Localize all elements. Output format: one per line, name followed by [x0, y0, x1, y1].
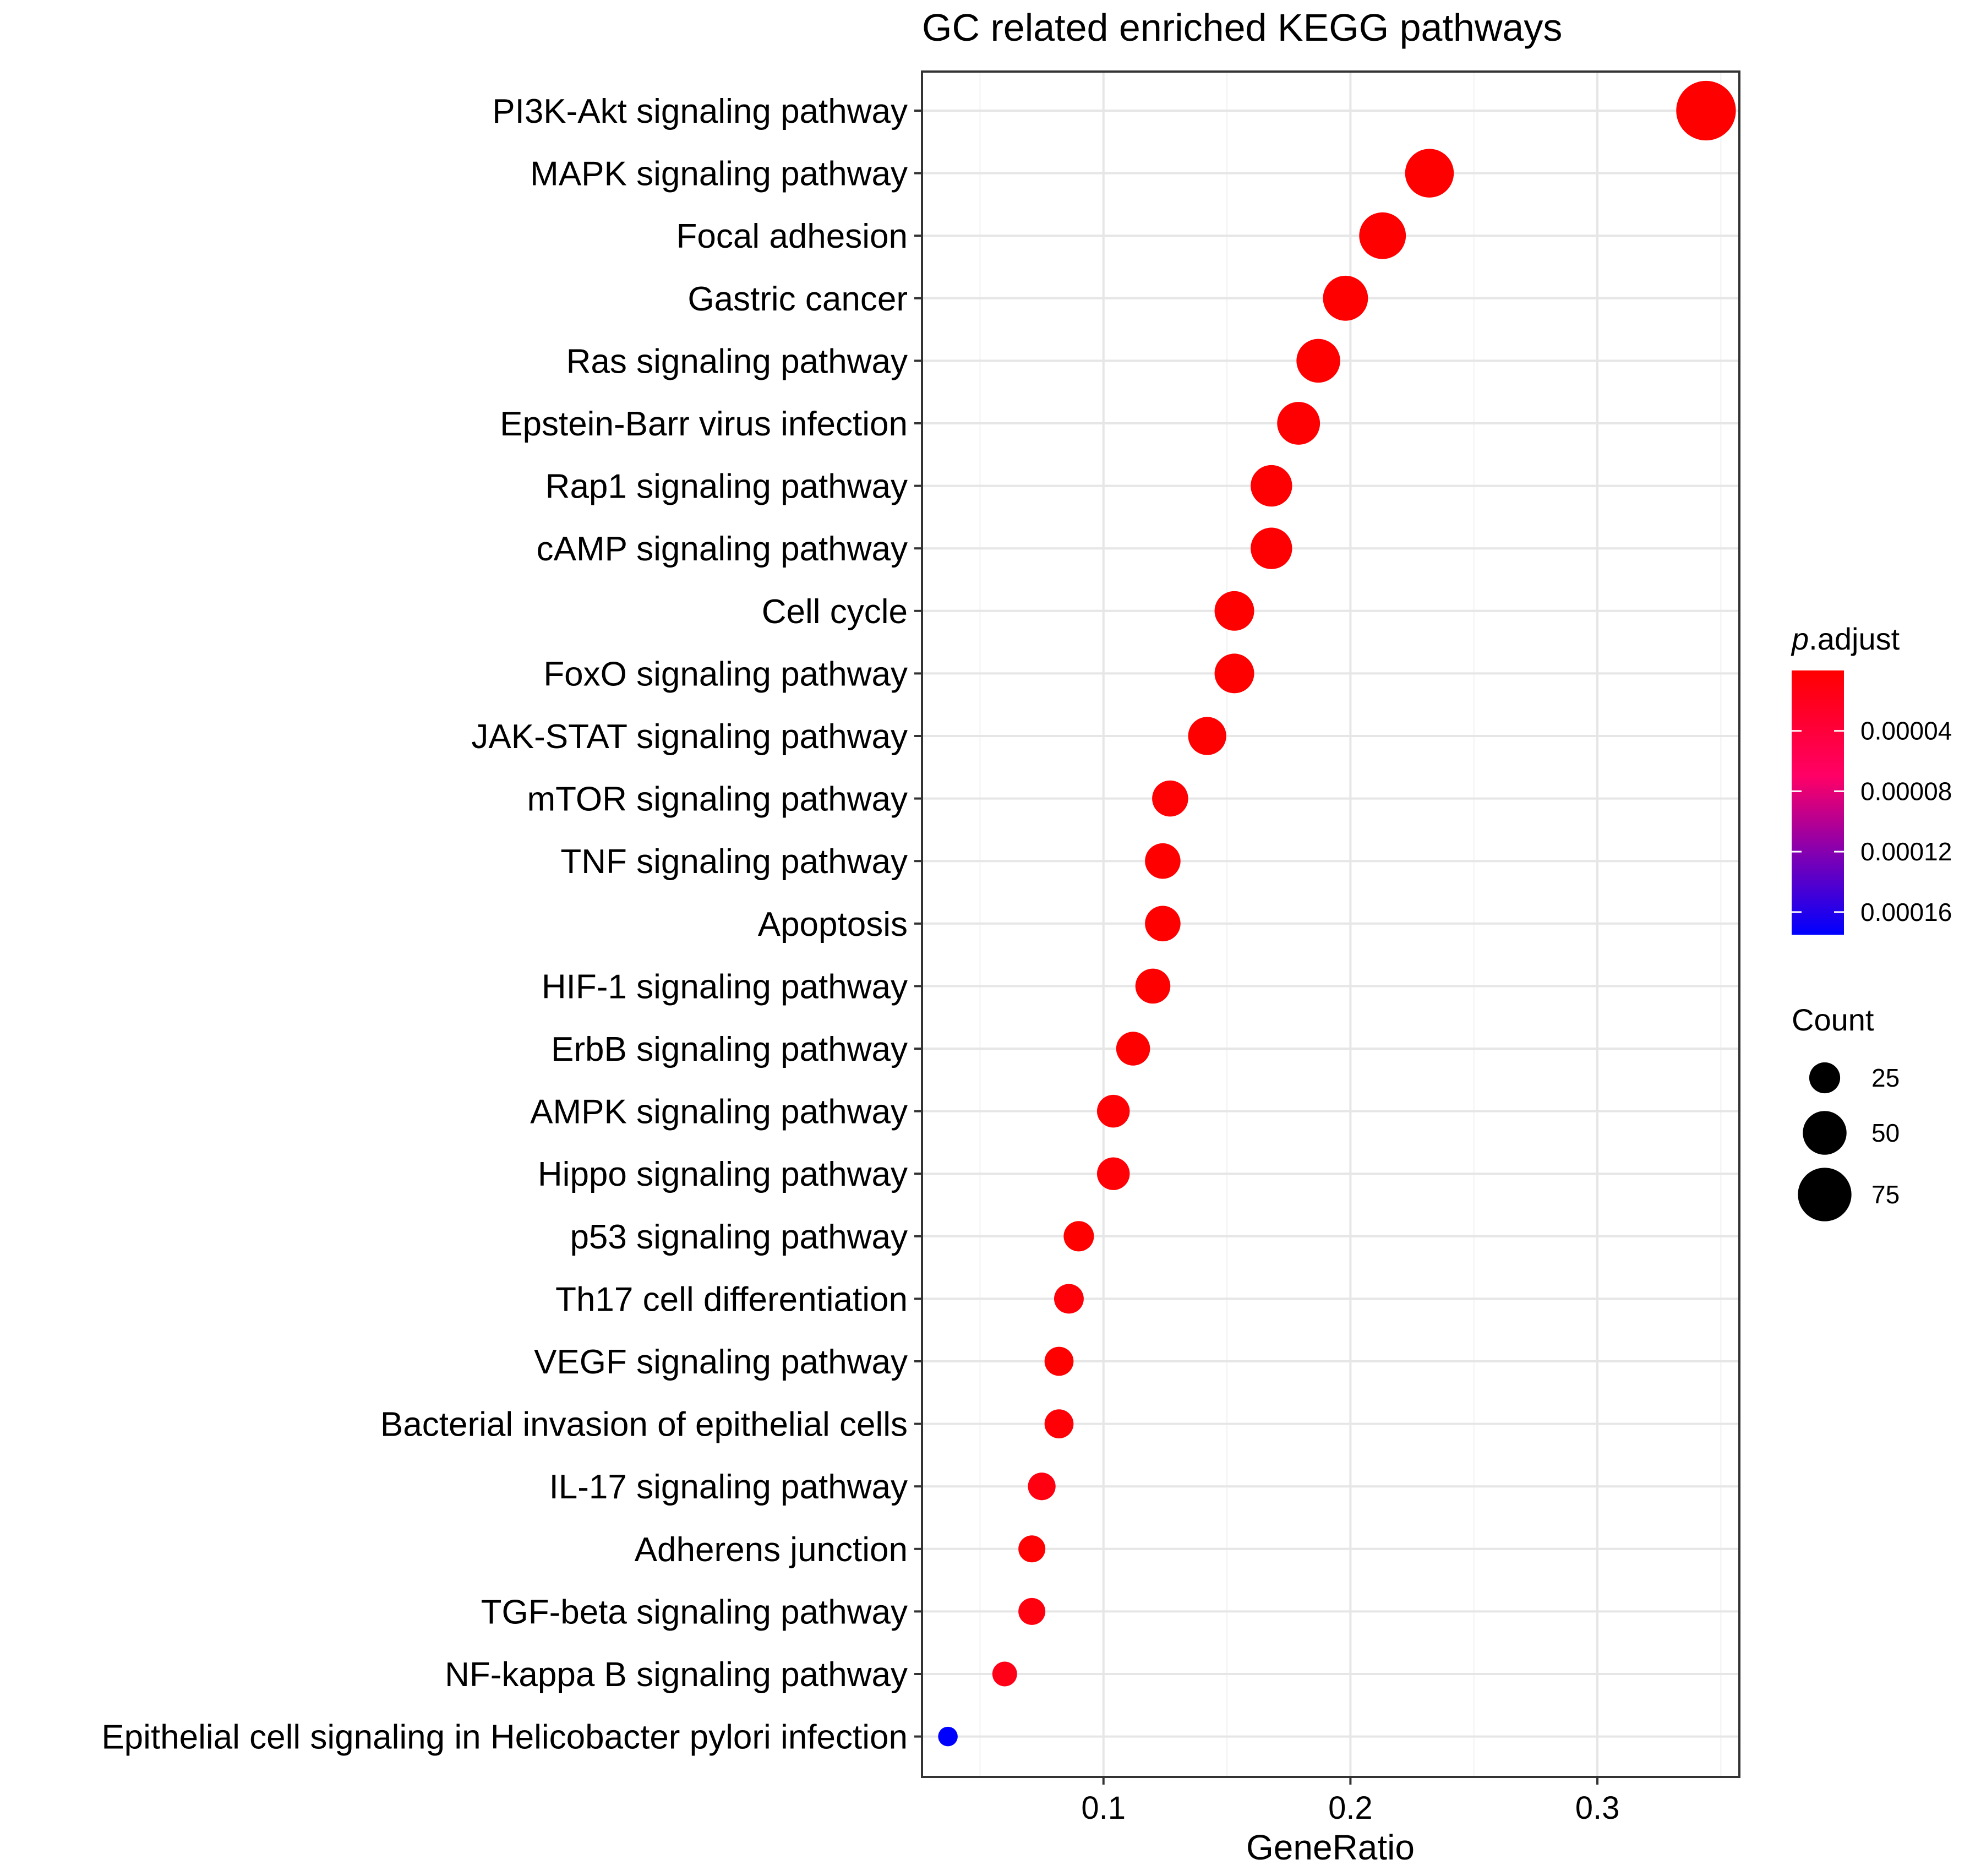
y-tick-label: Cell cycle [762, 593, 908, 631]
y-tick-label: Ras signaling pathway [566, 342, 908, 380]
y-tick-label: MAPK signaling pathway [530, 155, 908, 193]
point-apoptosis [1145, 906, 1181, 942]
y-tick-label: AMPK signaling pathway [530, 1093, 908, 1131]
point-vegf-signaling-pathway [1044, 1346, 1074, 1376]
y-axis: PI3K-Akt signaling pathway MAPK signaling… [101, 92, 922, 1757]
y-tick-label: Hippo signaling pathway [538, 1155, 908, 1193]
size-legend-title: Count [1792, 1002, 1874, 1037]
x-axis-label: GeneRatio [1246, 1828, 1415, 1867]
y-tick-label: mTOR signaling pathway [527, 781, 908, 819]
size-legend-label: 75 [1871, 1180, 1900, 1209]
x-tick-label: 0.2 [1328, 1790, 1373, 1826]
point-focal-adhesion [1359, 212, 1406, 259]
y-tick-label: Bacterial invasion of epithelial cells [380, 1406, 908, 1444]
chart-title: GC related enriched KEGG pathways [922, 6, 1562, 49]
y-tick-label: Rap1 signaling pathway [545, 468, 908, 506]
color-legend-title-rest: .adjust [1809, 621, 1900, 656]
point-tnf-signaling-pathway [1145, 843, 1181, 879]
color-tick-label: 0.00004 [1860, 717, 1952, 745]
point-hippo-signaling-pathway [1096, 1157, 1130, 1190]
y-tick-label: Th17 cell differentiation [555, 1280, 908, 1318]
point-cell-cycle [1214, 591, 1254, 631]
point-ras-signaling-pathway [1296, 339, 1340, 383]
x-axis: 0.1 0.2 0.3 [1081, 1777, 1619, 1826]
point-nf-kappa-b-signaling-pathway [992, 1661, 1017, 1687]
y-tick-label: HIF-1 signaling pathway [542, 968, 908, 1006]
x-tick-label: 0.1 [1081, 1790, 1126, 1826]
y-tick-label: Adherens junction [635, 1531, 908, 1569]
y-tick-label: Epstein-Barr virus infection [500, 405, 908, 443]
y-tick-label: Epithelial cell signaling in Helicobacte… [101, 1719, 908, 1757]
point-camp-signaling-pathway [1251, 527, 1292, 569]
y-tick-label: PI3K-Akt signaling pathway [492, 92, 908, 130]
color-legend-title-italic: p [1791, 621, 1809, 656]
point-pi3k-akt-signaling-pathway [1676, 80, 1736, 141]
size-legend-dot [1803, 1111, 1847, 1155]
point-mapk-signaling-pathway [1405, 149, 1454, 198]
size-legend: Count 25 50 75 [1792, 1002, 1900, 1221]
y-tick-label: ErbB signaling pathway [551, 1030, 908, 1068]
point-jak-stat-signaling-pathway [1188, 717, 1226, 755]
point-mtor-signaling-pathway [1152, 780, 1188, 817]
point-rap1-signaling-pathway [1251, 465, 1292, 507]
color-tick-label: 0.00016 [1860, 898, 1952, 926]
color-bar [1792, 670, 1844, 935]
color-legend-ticks: 0.00004 0.00008 0.00012 0.00016 [1792, 717, 1952, 926]
point-bacterial-invasion-of-epithelial-cells [1044, 1409, 1074, 1438]
y-tick-label: VEGF signaling pathway [534, 1343, 908, 1381]
color-legend: p.adjust 0.00004 0.00008 0.00012 0.00016 [1791, 621, 1952, 935]
size-legend-dot [1798, 1168, 1852, 1221]
point-erbb-signaling-pathway [1116, 1032, 1150, 1066]
y-tick-label: cAMP signaling pathway [537, 530, 908, 568]
point-adherens-junction [1018, 1535, 1046, 1563]
size-legend-label: 50 [1871, 1119, 1900, 1147]
point-epstein-barr-virus-infection [1277, 402, 1320, 445]
y-tick-label: Apoptosis [758, 906, 908, 944]
point-p53-signaling-pathway [1063, 1221, 1094, 1252]
y-tick-label: NF-kappa B signaling pathway [445, 1656, 908, 1694]
point-il-17-signaling-pathway [1028, 1473, 1056, 1501]
point-th17-cell-differentiation [1054, 1284, 1084, 1314]
color-tick-label: 0.00008 [1860, 777, 1952, 805]
y-tick-label: JAK-STAT signaling pathway [471, 718, 908, 756]
color-legend-title: p.adjust [1791, 621, 1900, 656]
y-tick-label: TNF signaling pathway [560, 843, 908, 881]
point-epithelial-cell-signaling-in-helicobacter-pylori-infection [938, 1726, 958, 1747]
y-tick-label: Gastric cancer [687, 280, 908, 318]
point-foxo-signaling-pathway [1214, 653, 1254, 694]
y-tick-label: FoxO signaling pathway [543, 655, 908, 693]
y-tick-label: p53 signaling pathway [570, 1218, 908, 1256]
point-hif-1-signaling-pathway [1135, 968, 1171, 1004]
size-legend-dot [1809, 1062, 1841, 1094]
color-tick-label: 0.00012 [1860, 837, 1952, 866]
y-tick-label: TGF-beta signaling pathway [481, 1593, 908, 1631]
y-tick-label: Focal adhesion [676, 217, 908, 255]
point-tgf-beta-signaling-pathway [1018, 1597, 1046, 1625]
size-legend-label: 25 [1871, 1064, 1900, 1092]
point-ampk-signaling-pathway [1096, 1094, 1130, 1128]
x-tick-label: 0.3 [1575, 1790, 1620, 1826]
size-legend-entries: 25 50 75 [1798, 1062, 1900, 1221]
y-tick-label: IL-17 signaling pathway [549, 1468, 908, 1506]
point-gastric-cancer [1323, 275, 1368, 321]
data-points [938, 80, 1736, 1747]
